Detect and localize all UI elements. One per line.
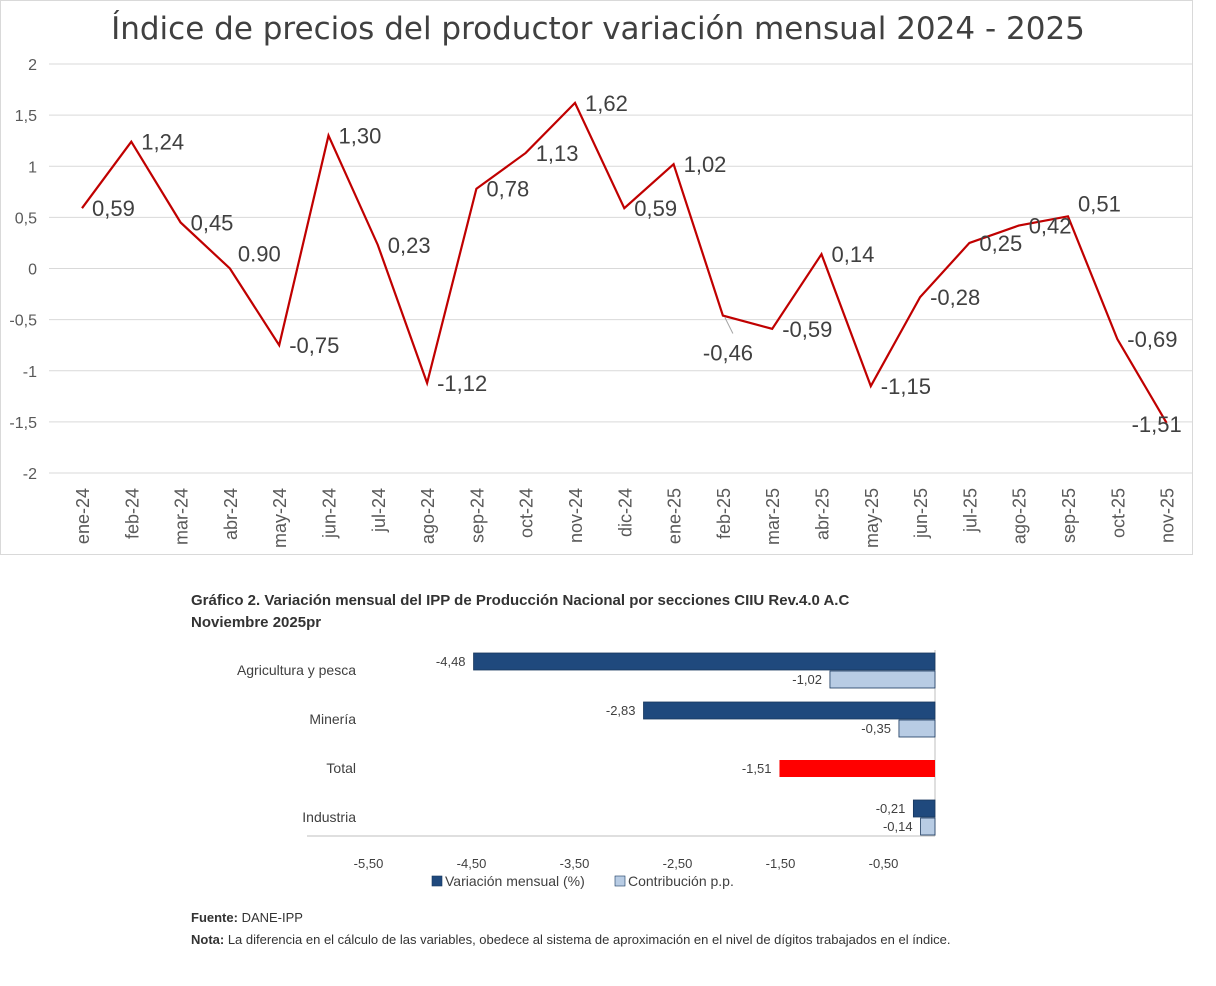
note-label: Nota: [191, 932, 225, 947]
x-tick-label: may-25 [862, 488, 882, 548]
data-label: -0,69 [1127, 327, 1177, 352]
x-tick-label: -2,50 [663, 856, 693, 871]
bar-value-label: -0,21 [876, 801, 906, 816]
bar-value-label: -2,83 [606, 703, 636, 718]
legend-swatch [614, 875, 626, 887]
y-tick-label: -0,5 [9, 313, 37, 330]
data-label: -1,12 [437, 371, 487, 396]
x-tick-label: -1,50 [766, 856, 796, 871]
data-label: 0,14 [832, 242, 875, 267]
data-label: 0,23 [388, 233, 431, 258]
data-label: 0,45 [191, 210, 234, 235]
x-tick-label: ene-24 [73, 488, 93, 544]
data-label: -1,51 [1132, 412, 1182, 437]
legend-label: Contribución p.p. [628, 873, 734, 889]
data-label: 1,24 [141, 130, 184, 155]
x-tick-label: nov-24 [566, 488, 586, 543]
data-label: -0,75 [289, 333, 339, 358]
x-tick-label: jul-24 [369, 488, 389, 533]
y-tick-label: -1 [23, 364, 37, 381]
x-tick-label: oct-25 [1108, 488, 1128, 538]
category-label: Industria [302, 809, 356, 825]
bar-chart-title: Gráfico 2. Variación mensual del IPP de … [191, 592, 850, 609]
x-tick-label: -5,50 [354, 856, 384, 871]
x-tick-label: mar-25 [763, 488, 783, 545]
notes: Fuente: DANE-IPP Nota: La diferencia en … [191, 907, 991, 951]
x-tick-label: jun-24 [320, 488, 340, 539]
data-label: -0,59 [782, 317, 832, 342]
x-tick-label: -0,50 [869, 856, 899, 871]
leader-line [724, 317, 734, 334]
x-tick-label: dic-24 [615, 488, 635, 537]
bar [912, 799, 936, 818]
bar-value-label: -4,48 [436, 654, 466, 669]
x-tick-label: oct-24 [517, 488, 537, 538]
category-label: Minería [309, 711, 356, 727]
x-tick-label: sep-24 [467, 488, 487, 543]
bar [779, 760, 935, 777]
y-tick-label: 1 [28, 159, 37, 176]
y-tick-label: -1,5 [9, 415, 37, 432]
line-chart-title: Índice de precios del productor variació… [111, 11, 1085, 47]
data-label: 1,13 [536, 141, 579, 166]
bar-chart-subtitle: Noviembre 2025pr [191, 614, 322, 631]
data-label: 0,59 [634, 196, 677, 221]
bar-value-label: -0,14 [883, 819, 913, 834]
x-tick-label: ene-25 [665, 488, 685, 544]
bar [898, 719, 936, 738]
data-label: -0,46 [703, 341, 753, 366]
data-label: -0,28 [930, 285, 980, 310]
x-tick-label: sep-25 [1059, 488, 1079, 543]
x-tick-label: feb-25 [714, 488, 734, 539]
data-label: 0,51 [1078, 191, 1121, 216]
data-label: 1,02 [684, 152, 727, 177]
x-tick-label: mar-24 [172, 488, 192, 545]
bar [473, 652, 936, 671]
bar [643, 701, 936, 720]
x-tick-label: ago-25 [1010, 488, 1030, 544]
x-tick-label: feb-24 [122, 488, 142, 539]
x-tick-label: jul-25 [960, 488, 980, 533]
source-text: DANE-IPP [237, 910, 303, 925]
data-line [81, 100, 1168, 424]
y-tick-label: -2 [23, 466, 37, 483]
data-label: 0,78 [486, 177, 529, 202]
bar [829, 670, 936, 689]
bar-value-label: -0,35 [861, 721, 891, 736]
source-label: Fuente: [191, 910, 238, 925]
x-tick-label: ago-24 [418, 488, 438, 544]
y-tick-label: 0,5 [15, 210, 37, 227]
bar-value-label: -1,02 [792, 672, 822, 687]
x-tick-label: abr-24 [221, 488, 241, 540]
x-tick-label: -4,50 [457, 856, 487, 871]
bar [920, 817, 936, 836]
data-label: 1,62 [585, 91, 628, 116]
bar-chart: Agricultura y pesca Minería Total Industria… [237, 650, 936, 889]
x-tick-label: jun-25 [911, 488, 931, 539]
x-tick-label: -3,50 [560, 856, 590, 871]
y-tick-label: 2 [28, 57, 37, 74]
data-label: 0,25 [979, 231, 1022, 256]
y-tick-label: 0 [28, 262, 37, 279]
bar-value-label: -1,51 [742, 761, 772, 776]
x-tick-label: abr-25 [813, 488, 833, 540]
data-label: 0,59 [92, 196, 135, 221]
data-label: 0,42 [1029, 214, 1072, 239]
data-label: 0.90 [238, 242, 281, 267]
bar-chart-title-block: Gráfico 2. Variación mensual del IPP de … [191, 590, 849, 634]
legend-swatch [431, 875, 443, 887]
legend-label: Variación mensual (%) [445, 873, 585, 889]
note-text: La diferencia en el cálculo de las varia… [224, 932, 951, 947]
category-label: Total [326, 760, 356, 776]
line-chart-panel: Índice de precios del productor variació… [0, 0, 1193, 555]
x-tick-label: may-24 [270, 488, 290, 548]
x-tick-label: nov-25 [1158, 488, 1178, 543]
line-chart: Índice de precios del productor variació… [9, 11, 1193, 548]
data-label: -1,15 [881, 374, 931, 399]
category-label: Agricultura y pesca [237, 662, 356, 678]
data-label: 1,30 [339, 124, 382, 149]
y-tick-label: 1,5 [15, 108, 37, 125]
